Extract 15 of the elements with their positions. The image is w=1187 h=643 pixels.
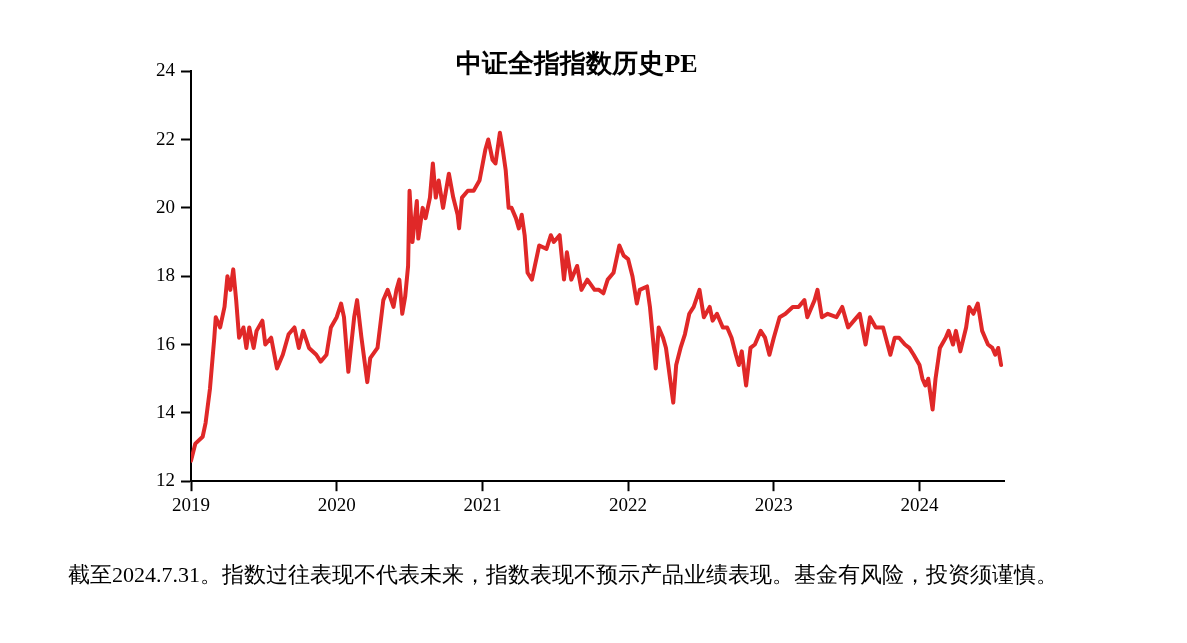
y-tick-label: 12 — [156, 469, 175, 491]
x-tick-label: 2022 — [609, 493, 648, 515]
y-tick-label: 16 — [156, 332, 175, 354]
x-tick-label: 2024 — [900, 493, 939, 515]
text: 截至2024.7.31。指数过往表现不代表未来，指数表现不预示产品业绩表现。基金有风险，投资须谨慎。 — [67, 561, 1059, 589]
y-tick-label: 18 — [156, 264, 175, 286]
x-tick-label: 2023 — [754, 493, 793, 515]
y-tick-label: 22 — [156, 127, 175, 149]
y-tick-label: 24 — [156, 59, 176, 81]
chart-title: 中证全指指数历史PE — [456, 49, 698, 79]
y-tick-label: 14 — [156, 400, 176, 422]
x-tick-label: 2021 — [463, 493, 502, 515]
x-tick-label: 2019 — [172, 493, 210, 515]
x-tick-label: 2020 — [317, 493, 356, 515]
y-tick-label: 20 — [156, 195, 175, 217]
